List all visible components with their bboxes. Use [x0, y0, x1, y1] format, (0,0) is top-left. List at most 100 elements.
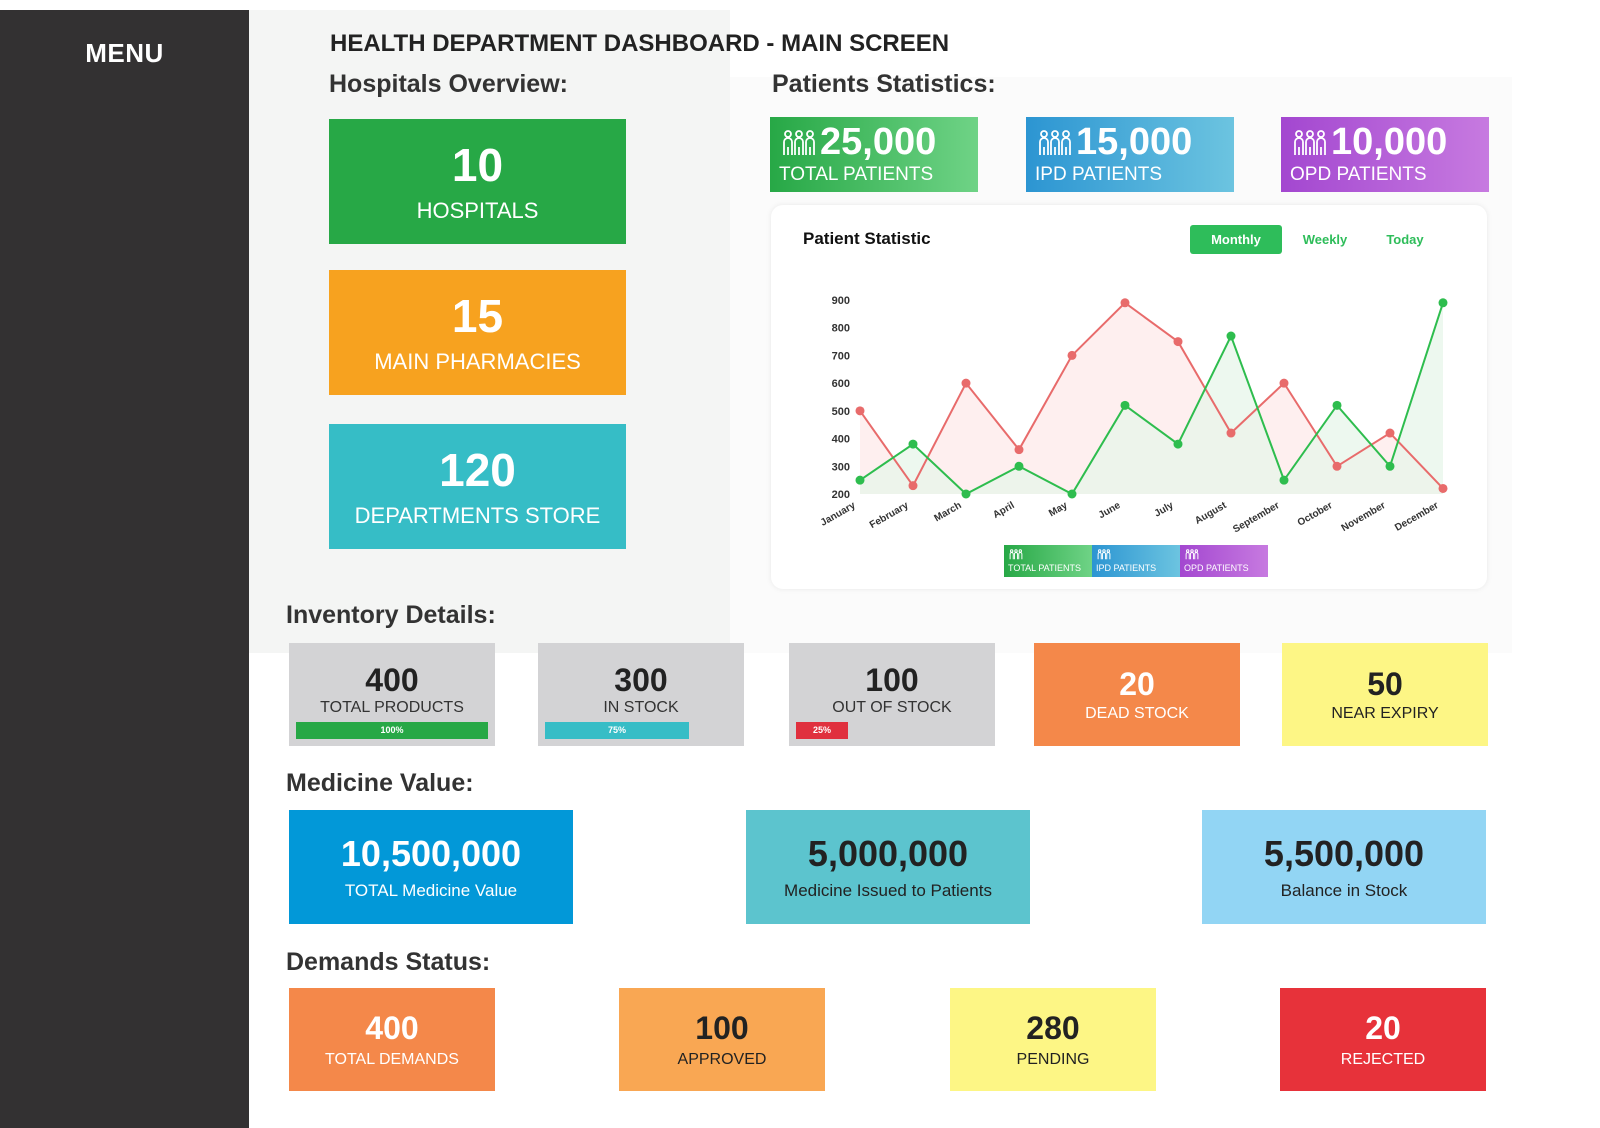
- approved-demands-tile[interactable]: 100 APPROVED: [619, 988, 825, 1091]
- data-point: [1385, 428, 1395, 438]
- total-products-count: 400: [365, 662, 419, 698]
- rejected-demands-count: 20: [1365, 1009, 1401, 1046]
- data-point: [908, 439, 918, 449]
- data-point: [1385, 461, 1395, 471]
- total-patients-label: TOTAL PATIENTS: [779, 164, 934, 185]
- dead-stock-count: 20: [1119, 665, 1155, 702]
- in-stock-progress-bar: 75%: [545, 722, 689, 739]
- opd-patients-card[interactable]: 10,000 OPD PATIENTS: [1281, 117, 1489, 192]
- approved-demands-label: APPROVED: [677, 1050, 767, 1068]
- data-point: [1438, 298, 1448, 308]
- y-tick-label: 200: [832, 489, 850, 501]
- departments-store-tile[interactable]: 120 DEPARTMENTS STORE: [329, 424, 626, 549]
- data-point: [1332, 461, 1342, 471]
- departments-store-label: DEPARTMENTS STORE: [354, 502, 601, 528]
- ipd-patients-card[interactable]: 15,000 IPD PATIENTS: [1026, 117, 1234, 192]
- legend-ipd-patients[interactable]: IPD PATIENTS: [1092, 545, 1180, 577]
- data-point: [1226, 428, 1236, 438]
- data-point: [961, 489, 971, 499]
- near-expiry-count: 50: [1367, 665, 1403, 702]
- main-pharmacies-label: MAIN PHARMACIES: [374, 348, 581, 374]
- series-line: [859, 301, 1444, 490]
- in-stock-tile[interactable]: 300 IN STOCK 75%: [538, 643, 744, 746]
- hospitals-tile[interactable]: 10 HOSPITALS: [329, 119, 626, 244]
- data-point: [1438, 483, 1448, 493]
- medicine-heading: Medicine Value:: [286, 769, 474, 797]
- medicine-issued-label: Medicine Issued to Patients: [784, 880, 992, 900]
- main-pharmacies-count: 15: [451, 289, 504, 342]
- ipd-patients-value: 15,000: [1076, 121, 1193, 163]
- legend-opd-patients[interactable]: OPD PATIENTS: [1180, 545, 1268, 577]
- rejected-demands-label: REJECTED: [1340, 1050, 1426, 1068]
- chart-title: Patient Statistic: [803, 229, 931, 248]
- data-point: [1332, 400, 1342, 410]
- y-tick-label: 900: [832, 295, 850, 307]
- x-tick-label: March: [932, 500, 963, 524]
- pending-demands-label: PENDING: [1016, 1050, 1090, 1068]
- total-medicine-value-tile[interactable]: 10,500,000 TOTAL Medicine Value: [289, 810, 573, 924]
- opd-patients-label: OPD PATIENTS: [1290, 164, 1427, 185]
- tab-weekly[interactable]: Weekly: [1302, 232, 1348, 247]
- legend-total-patients[interactable]: TOTAL PATIENTS: [1004, 545, 1092, 577]
- out-of-stock-tile[interactable]: 100 OUT OF STOCK 25%: [789, 643, 995, 746]
- total-patients-card[interactable]: 25,000 TOTAL PATIENTS: [770, 117, 978, 192]
- y-tick-label: 600: [832, 378, 850, 390]
- menu-button[interactable]: MENU: [85, 38, 164, 68]
- departments-store-count: 120: [439, 443, 516, 496]
- balance-in-stock-label: Balance in Stock: [1280, 880, 1408, 900]
- dead-stock-label: DEAD STOCK: [1085, 704, 1189, 722]
- total-demands-count: 400: [365, 1009, 419, 1046]
- total-demands-tile[interactable]: 400 TOTAL DEMANDS: [289, 988, 495, 1091]
- x-tick-label: February: [868, 500, 911, 531]
- y-tick-label: 800: [832, 323, 850, 335]
- balance-in-stock-tile[interactable]: 5,500,000 Balance in Stock: [1202, 810, 1486, 924]
- x-tick-label: June: [1097, 500, 1123, 521]
- data-point: [1173, 337, 1183, 347]
- y-tick-label: 300: [832, 461, 850, 473]
- hospitals-heading: Hospitals Overview:: [329, 70, 568, 98]
- x-tick-label: January: [819, 500, 858, 529]
- ipd-patients-label: IPD PATIENTS: [1035, 164, 1163, 185]
- tab-monthly[interactable]: Monthly: [1190, 225, 1282, 254]
- out-of-stock-label: OUT OF STOCK: [832, 699, 952, 716]
- people-icon: [783, 130, 815, 155]
- data-point: [855, 406, 865, 416]
- x-tick-label: September: [1231, 500, 1281, 535]
- total-patients-value: 25,000: [820, 121, 937, 163]
- main-pharmacies-tile[interactable]: 15 MAIN PHARMACIES: [329, 270, 626, 395]
- tab-today[interactable]: Today: [1386, 232, 1424, 247]
- near-expiry-tile[interactable]: 50 NEAR EXPIRY: [1282, 643, 1488, 746]
- sidebar: MENU: [0, 10, 249, 1128]
- x-tick-label: May: [1047, 500, 1070, 519]
- people-icon: [1009, 549, 1023, 560]
- data-point: [855, 475, 865, 485]
- people-icon: [1185, 549, 1199, 560]
- line-chart: 200 300 400 500 600 700 800 900 January February M…: [819, 295, 1448, 535]
- out-of-stock-progress-bar: 25%: [796, 722, 848, 739]
- demands-heading: Demands Status:: [286, 948, 491, 976]
- data-point: [1014, 461, 1024, 471]
- total-medicine-value-label: TOTAL Medicine Value: [344, 880, 518, 900]
- opd-patients-value: 10,000: [1331, 121, 1448, 163]
- x-tick-label: October: [1296, 500, 1335, 529]
- x-tick-label: December: [1393, 500, 1440, 534]
- data-point: [961, 378, 971, 388]
- pending-demands-count: 280: [1026, 1009, 1080, 1046]
- medicine-issued-tile[interactable]: 5,000,000 Medicine Issued to Patients: [746, 810, 1030, 924]
- pending-demands-tile[interactable]: 280 PENDING: [950, 988, 1156, 1091]
- patient-statistic-chart-card: Patient Statistic Monthly Weekly Today 2…: [771, 205, 1487, 589]
- data-point: [1067, 350, 1077, 360]
- y-tick-label: 500: [832, 406, 850, 418]
- data-point: [1014, 445, 1024, 455]
- data-point: [1120, 298, 1130, 308]
- data-point: [908, 481, 918, 491]
- in-stock-count: 300: [614, 662, 668, 698]
- rejected-demands-tile[interactable]: 20 REJECTED: [1280, 988, 1486, 1091]
- hospitals-label: HOSPITALS: [416, 197, 539, 223]
- dead-stock-tile[interactable]: 20 DEAD STOCK: [1034, 643, 1240, 746]
- x-tick-label: July: [1153, 500, 1176, 520]
- hospitals-count: 10: [451, 138, 504, 191]
- legend-ipd-patients-label: IPD PATIENTS: [1096, 563, 1157, 573]
- total-products-tile[interactable]: 400 TOTAL PRODUCTS 100%: [289, 643, 495, 746]
- people-icon: [1039, 130, 1071, 155]
